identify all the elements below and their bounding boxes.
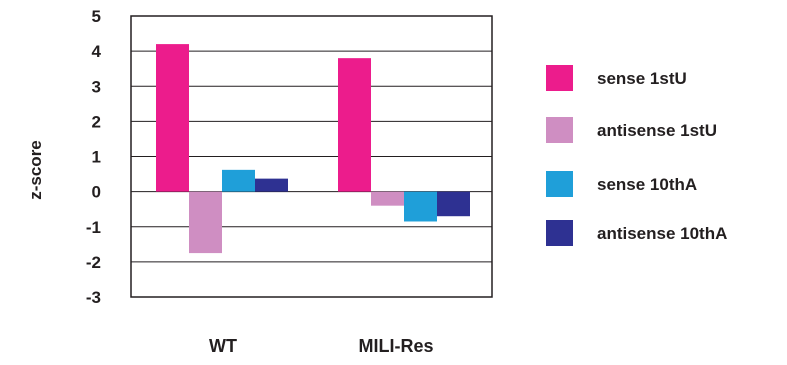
bar (255, 178, 288, 192)
x-category-label: WT (209, 336, 237, 356)
bar (156, 44, 189, 192)
legend-swatch (546, 117, 573, 143)
y-tick-label: -2 (86, 253, 101, 272)
y-tick-label: 3 (92, 77, 101, 96)
bar (338, 58, 371, 192)
y-tick-label: -1 (86, 218, 101, 237)
y-tick-label: 2 (92, 112, 101, 131)
legend-swatch (546, 220, 573, 246)
bar (222, 169, 255, 192)
legend-label: antisense 10thA (597, 224, 727, 243)
x-category-label: MILI-Res (358, 336, 433, 356)
bar (404, 191, 437, 222)
y-tick-label: 5 (92, 7, 101, 26)
y-tick-label: 0 (92, 183, 101, 202)
legend: sense 1stU antisense 1stU sense 10thA antis… (546, 65, 727, 246)
legend-label: sense 10thA (597, 175, 697, 194)
y-tick-label: 4 (92, 42, 102, 61)
bars (156, 44, 470, 254)
bar (437, 191, 470, 217)
y-tick-labels: 5 4 3 2 1 0 -1 -2 -3 (86, 7, 102, 307)
bar (189, 191, 222, 254)
y-axis-label: z-score (26, 140, 45, 200)
legend-swatch (546, 65, 573, 91)
plot-frame (130, 15, 493, 298)
legend-label: antisense 1stU (597, 121, 717, 140)
y-tick-label: 1 (92, 148, 101, 167)
y-tick-label: -3 (86, 288, 101, 307)
bar (371, 191, 404, 206)
legend-swatch (546, 171, 573, 197)
x-category-labels: WT MILI-Res (209, 336, 434, 356)
legend-label: sense 1stU (597, 69, 687, 88)
